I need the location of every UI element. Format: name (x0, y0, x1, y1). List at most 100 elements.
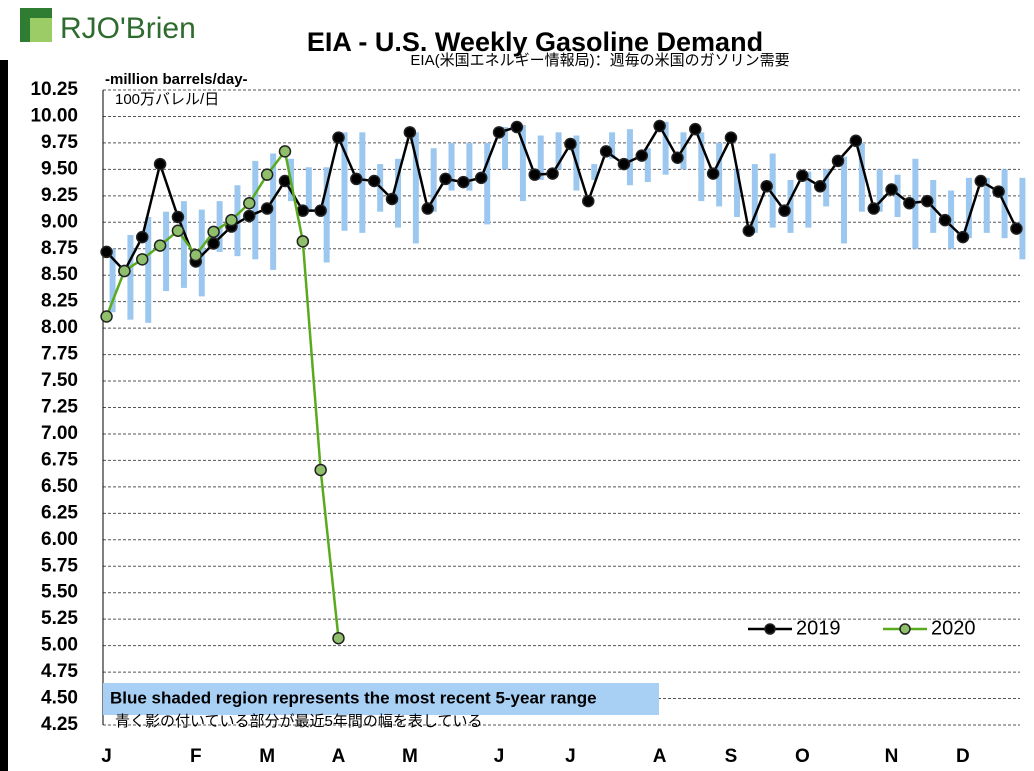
data-point (671, 151, 684, 164)
x-tick-label: A (653, 746, 667, 767)
x-tick-label: O (795, 746, 810, 767)
data-point (332, 131, 345, 144)
data-point (135, 230, 149, 244)
data-point (100, 245, 113, 259)
data-point (296, 204, 310, 217)
range-bar (412, 132, 419, 244)
y-tick-label: 5.00 (41, 635, 78, 656)
y-axis-label-ja: 100万バレル/日 (115, 91, 219, 108)
data-point (296, 235, 310, 248)
range-bar (537, 135, 544, 180)
data-point (314, 463, 327, 477)
range-bar (751, 164, 758, 233)
data-point (974, 174, 988, 188)
data-point (778, 204, 791, 217)
data-point (992, 185, 1005, 198)
range-bar (180, 201, 187, 288)
data-point (153, 239, 167, 252)
range-bar (1019, 177, 1026, 260)
y-tick-label: 6.50 (41, 476, 78, 497)
data-point (439, 172, 452, 186)
y-axis-label: -million barrels/day- (105, 71, 248, 88)
range-bar (965, 177, 972, 239)
data-point (903, 196, 916, 210)
y-tick-label: 9.25 (41, 185, 78, 206)
chart-title: EIA - U.S. Weekly Gasoline Demand (307, 27, 763, 57)
y-tick-label: 7.00 (41, 423, 78, 444)
data-point (385, 192, 399, 206)
range-bar (341, 132, 348, 231)
data-point (278, 145, 292, 158)
range-bar (484, 142, 491, 225)
range-bar (894, 174, 901, 217)
data-point (474, 171, 488, 185)
data-point (350, 172, 363, 186)
data-point (510, 120, 524, 134)
data-point (546, 167, 559, 180)
y-tick-label: 4.50 (41, 688, 78, 709)
data-point (599, 145, 613, 158)
data-point (564, 137, 577, 151)
note-box (103, 683, 659, 715)
range-bar (145, 217, 152, 323)
data-point (171, 210, 185, 224)
y-tick-label: 4.25 (41, 714, 78, 735)
data-point (653, 119, 666, 133)
y-tick-label: 8.25 (41, 291, 78, 312)
y-tick-label: 8.75 (41, 238, 78, 259)
data-point (207, 237, 220, 250)
y-tick-label: 8.50 (41, 264, 78, 285)
data-point (457, 175, 470, 189)
x-tick-label: S (725, 746, 738, 767)
y-tick-label: 10.00 (30, 105, 78, 126)
note-text: Blue shaded region represents the most r… (110, 688, 597, 707)
data-point (689, 122, 702, 136)
range-bar (519, 124, 526, 202)
data-point (617, 157, 631, 171)
data-point (100, 310, 113, 323)
data-point (706, 167, 720, 180)
data-point (528, 168, 541, 181)
range-bar (163, 211, 170, 292)
data-point (135, 253, 149, 266)
legend-marker (764, 623, 776, 635)
data-point (885, 183, 898, 196)
data-point (760, 180, 773, 193)
data-point (796, 169, 809, 182)
data-point (582, 194, 595, 208)
y-tick-label: 6.75 (41, 449, 78, 470)
y-tick-label: 10.25 (30, 79, 78, 100)
range-bar (502, 127, 509, 170)
data-point (243, 196, 256, 210)
range-bar (805, 171, 812, 228)
data-point (207, 225, 220, 239)
data-point (260, 202, 274, 215)
data-point (831, 154, 845, 168)
range-bar (609, 132, 616, 159)
data-point (260, 168, 274, 181)
range-bar (876, 169, 883, 212)
data-point (243, 209, 256, 223)
range-bar (270, 153, 277, 270)
y-tick-label: 9.50 (41, 158, 78, 179)
series-line (105, 123, 1018, 274)
data-point (920, 194, 934, 208)
range-bar (787, 179, 794, 233)
data-point (367, 174, 381, 188)
legend-label: 2019 (796, 617, 841, 639)
data-point (867, 202, 880, 215)
x-tick-label: F (190, 746, 202, 767)
data-point (849, 134, 863, 148)
side-bar (0, 60, 8, 771)
logo: RJO'Brien (20, 8, 196, 45)
range-bar (858, 142, 865, 212)
legend-label: 2020 (931, 617, 976, 639)
range-bar (466, 142, 473, 191)
data-point (938, 213, 952, 227)
range-bar (555, 132, 562, 170)
x-tick-label: J (494, 746, 505, 767)
data-point (314, 204, 327, 217)
data-point (724, 131, 738, 144)
data-point (118, 264, 131, 278)
